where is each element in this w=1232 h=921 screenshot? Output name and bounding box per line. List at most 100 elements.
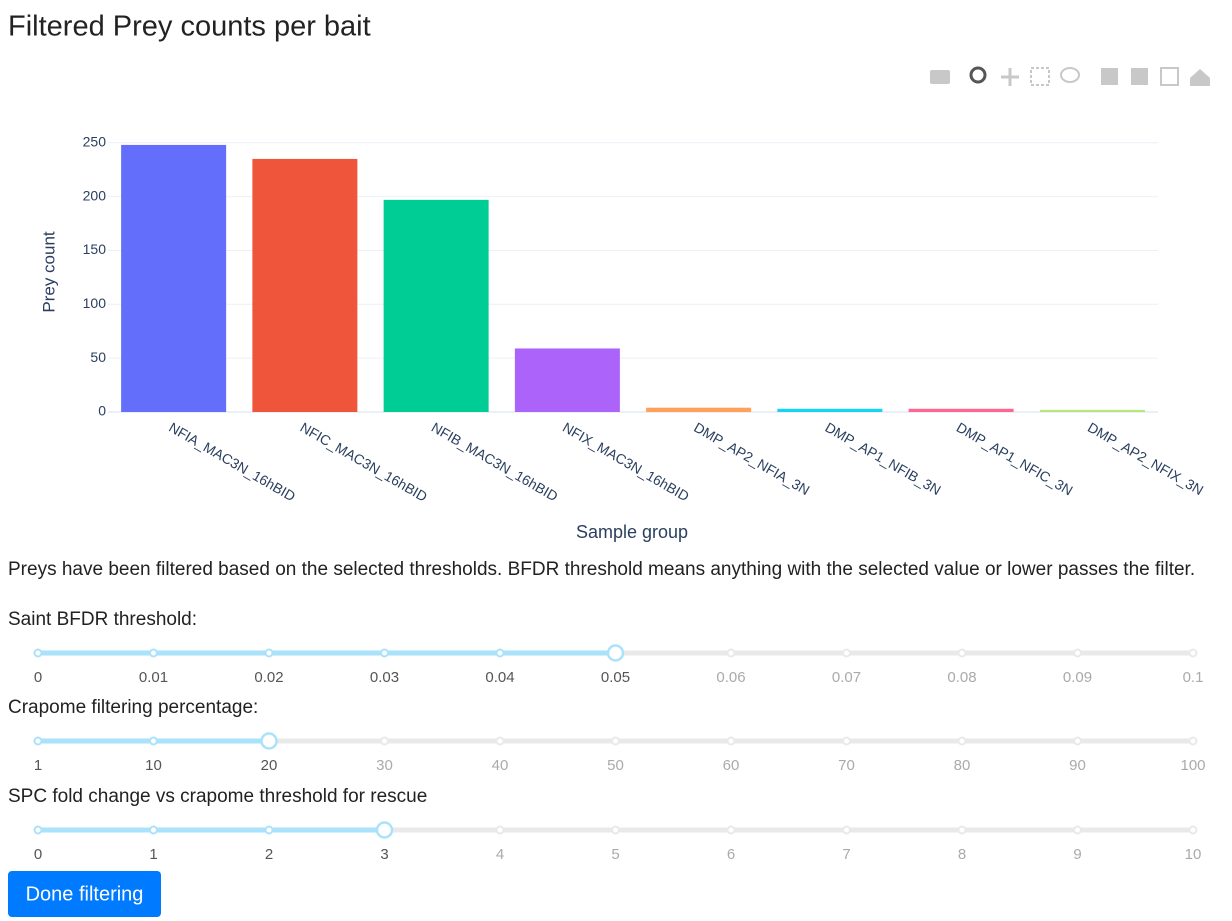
slider-mark-label[interactable]: 0.09 bbox=[1063, 669, 1092, 686]
slider-dot[interactable] bbox=[842, 736, 851, 746]
slider-mark-label[interactable]: 0.08 bbox=[947, 669, 976, 686]
y-tick-label: 150 bbox=[83, 241, 107, 257]
zoom-icon[interactable] bbox=[969, 66, 987, 84]
zoom-in-icon[interactable] bbox=[1101, 68, 1118, 85]
camera-icon[interactable] bbox=[930, 70, 950, 84]
slider-mark-label[interactable]: 9 bbox=[1073, 846, 1081, 863]
description: Preys have been filtered based on the se… bbox=[8, 559, 1195, 580]
x-tick-label: DMP_AP2_NFIX_3N bbox=[1085, 419, 1206, 498]
slider-dot[interactable] bbox=[380, 736, 389, 746]
pan-icon[interactable] bbox=[1001, 68, 1019, 86]
slider-dot[interactable] bbox=[380, 648, 389, 658]
slider-mark-label[interactable]: 30 bbox=[376, 757, 393, 774]
slider-mark-label[interactable]: 8 bbox=[958, 846, 966, 863]
slider-dot[interactable] bbox=[495, 736, 505, 746]
bar bbox=[777, 408, 883, 412]
slider-label: Crapome filtering percentage: bbox=[8, 697, 258, 718]
x-tick-label: DMP_AP2_NFIA_3N bbox=[691, 419, 812, 498]
done-button[interactable]: Done filtering bbox=[8, 871, 161, 917]
slider-dot[interactable] bbox=[1188, 736, 1198, 746]
reset-icon[interactable] bbox=[1190, 69, 1210, 86]
slider-mark-label[interactable]: 6 bbox=[727, 846, 735, 863]
slider-dot[interactable] bbox=[957, 648, 967, 658]
y-axis-title: Prey count bbox=[39, 231, 58, 313]
slider-mark-label[interactable]: 100 bbox=[1180, 757, 1205, 774]
slider-mark-label[interactable]: 3 bbox=[380, 846, 388, 863]
slider-dot[interactable] bbox=[33, 825, 43, 835]
slider-handle[interactable] bbox=[260, 732, 278, 750]
slider-dot[interactable] bbox=[495, 648, 505, 658]
slider-dot[interactable] bbox=[726, 825, 736, 835]
y-tick-label: 200 bbox=[83, 187, 107, 203]
slider-dot[interactable] bbox=[726, 648, 736, 658]
slider-mark-label[interactable]: 0.02 bbox=[254, 669, 283, 686]
bar bbox=[908, 408, 1014, 412]
slider-handle[interactable] bbox=[375, 821, 394, 839]
slider-dot[interactable] bbox=[842, 825, 851, 835]
slider-label: Saint BFDR threshold: bbox=[8, 609, 197, 630]
slider-dot[interactable] bbox=[495, 825, 505, 835]
slider-dot[interactable] bbox=[264, 825, 274, 835]
slider-mark-label[interactable]: 0.06 bbox=[716, 669, 745, 686]
slider-dot[interactable] bbox=[1073, 825, 1082, 835]
slider-mark-label[interactable]: 0.03 bbox=[370, 669, 399, 686]
slider-dot[interactable] bbox=[957, 825, 967, 835]
slider-dot[interactable] bbox=[842, 648, 851, 658]
slider-handle[interactable] bbox=[606, 644, 625, 662]
x-tick-label: NFIX_MAC3N_16hBID bbox=[560, 419, 692, 504]
slider-mark-label[interactable]: 0.07 bbox=[832, 669, 861, 686]
slider-dot[interactable] bbox=[149, 825, 158, 835]
slider-dot[interactable] bbox=[149, 648, 158, 658]
slider-mark-label[interactable]: 40 bbox=[492, 757, 509, 774]
slider-mark-label[interactable]: 0.1 bbox=[1183, 669, 1204, 686]
slider-mark-label[interactable]: 0 bbox=[34, 846, 42, 863]
y-tick-label: 100 bbox=[83, 295, 107, 311]
bar bbox=[383, 199, 489, 412]
select-icon[interactable] bbox=[1030, 67, 1050, 86]
slider-dot[interactable] bbox=[1188, 648, 1198, 658]
x-tick-label: NFIA_MAC3N_16hBID bbox=[166, 419, 298, 504]
slider-mark-label[interactable]: 90 bbox=[1069, 757, 1086, 774]
slider-mark-label[interactable]: 5 bbox=[611, 846, 619, 863]
slider-dot[interactable] bbox=[33, 648, 43, 658]
slider-dot[interactable] bbox=[957, 736, 967, 746]
slider-mark-label[interactable]: 0.04 bbox=[485, 669, 514, 686]
lasso-icon[interactable] bbox=[1060, 67, 1080, 83]
zoom-out-icon[interactable] bbox=[1131, 68, 1148, 85]
x-tick-label: DMP_AP1_NFIC_3N bbox=[954, 419, 1076, 499]
slider-mark-label[interactable]: 10 bbox=[1185, 846, 1202, 863]
slider-mark-label[interactable]: 1 bbox=[149, 846, 157, 863]
slider-mark-label[interactable]: 1 bbox=[34, 757, 42, 774]
slider-mark-label[interactable]: 7 bbox=[842, 846, 850, 863]
slider-dot[interactable] bbox=[1073, 736, 1082, 746]
slider-mark-label[interactable]: 0.01 bbox=[139, 669, 168, 686]
slider-dot[interactable] bbox=[1073, 648, 1082, 658]
slider-dot[interactable] bbox=[726, 736, 736, 746]
modebar bbox=[930, 66, 1210, 86]
y-tick-label: 250 bbox=[83, 133, 107, 149]
bar bbox=[646, 407, 752, 412]
x-axis-title: Sample group bbox=[576, 522, 688, 542]
slider-mark-label[interactable]: 70 bbox=[838, 757, 855, 774]
slider-mark-label[interactable]: 50 bbox=[607, 757, 624, 774]
slider-mark-label[interactable]: 10 bbox=[145, 757, 162, 774]
slider-dot[interactable] bbox=[1188, 825, 1198, 835]
button-bg[interactable] bbox=[8, 871, 161, 917]
slider-mark-label[interactable]: 0.05 bbox=[601, 669, 630, 686]
button-label[interactable]: Done filtering bbox=[26, 883, 144, 905]
slider-mark-label[interactable]: 80 bbox=[954, 757, 971, 774]
slider-dot[interactable] bbox=[264, 648, 274, 658]
bar bbox=[121, 144, 227, 412]
autoscale-icon[interactable] bbox=[1160, 67, 1179, 86]
slider-dot[interactable] bbox=[149, 736, 158, 746]
slider-dot[interactable] bbox=[611, 736, 620, 746]
slider-mark-label[interactable]: 60 bbox=[723, 757, 740, 774]
slider-mark-label[interactable]: 2 bbox=[265, 846, 273, 863]
slider-dot[interactable] bbox=[33, 736, 43, 746]
slider-dot[interactable] bbox=[611, 825, 620, 835]
slider-mark-label[interactable]: 0 bbox=[34, 669, 42, 686]
slider-mark-label[interactable]: 20 bbox=[261, 757, 278, 774]
slider-mark-label[interactable]: 4 bbox=[496, 846, 504, 863]
